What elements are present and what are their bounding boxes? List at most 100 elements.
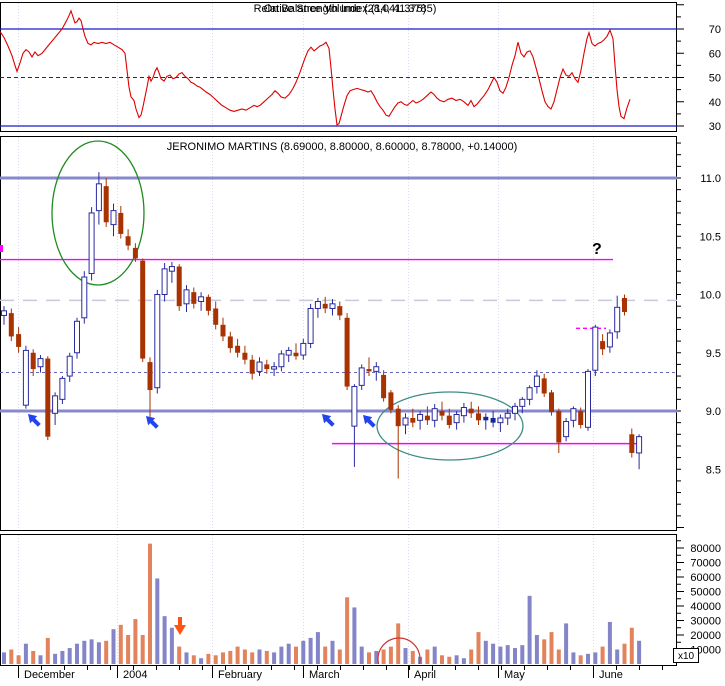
candle-body [483,416,489,421]
candle-body [460,407,467,417]
volume-bar [513,648,517,664]
volume-axis-label: 70000 [690,558,721,570]
candle-body [344,317,350,387]
volume-bar [330,640,335,664]
month-label: April [414,669,436,681]
volume-bar [469,649,474,664]
candle-body [512,405,518,414]
candle-body [476,413,481,421]
volume-multiplier-label: x10 [678,651,695,662]
volume-bar [16,655,21,664]
volume-bar [527,595,532,664]
blue-buy-arrow-icon [322,414,335,427]
candle-body [242,352,248,360]
rsi-indicator-panel: Relative Strength Index (14, 41.3785) On… [0,3,677,127]
volume-bar [615,649,620,664]
buy-signal-arrows [28,414,376,429]
blue-buy-arrow-icon [363,415,376,428]
candle-body [154,294,161,389]
candle-body [213,308,219,325]
volume-bar [213,655,218,664]
volume-bar [440,655,444,664]
candlesticks [1,172,643,479]
price-axis-label: 11.0 [700,173,721,185]
candle-body [16,334,22,347]
candle-body [278,353,285,368]
volume-bar [629,627,634,664]
price-axis-label: 9.5 [706,348,721,360]
volume-bar [60,650,65,664]
month-label: 2004 [123,669,147,681]
candle-body [307,307,314,344]
month-label: February [218,669,263,681]
candle-body [453,413,460,424]
obv-title: On Balance Volume (28,041.375) [264,3,427,15]
candle-body [147,362,153,391]
candle-body [22,349,29,406]
candle-body [293,352,299,357]
volume-bar [89,639,94,664]
candle-body [235,345,241,353]
volume-bar [586,653,590,664]
candle-body [314,300,321,309]
volume-bar [483,640,488,664]
volume-bar [148,543,152,664]
candle-body [424,415,430,421]
volume-bar [637,640,642,664]
volume-bar [359,646,364,664]
volume-bar [228,650,233,664]
volume-bar [454,655,459,664]
volume-bar [155,578,160,664]
volume-axis-label: 50000 [690,587,721,599]
volume-bar [374,650,379,664]
volume-bar [505,645,510,664]
volume-bar [564,623,569,664]
candle-body [125,236,131,246]
candle-body [52,395,59,414]
volume-bar [82,640,87,664]
volume-bar [45,637,50,664]
volume-bar [534,635,539,664]
volume-bar [75,643,79,664]
candle-body [541,378,547,394]
volume-bar [352,607,357,664]
candle-body [402,417,409,426]
candle-body [504,412,511,419]
candle-body [191,292,197,304]
volume-bar [272,652,277,664]
candle-body [132,247,138,259]
candle-body [395,408,401,427]
volume-axis-label: 40000 [690,601,721,613]
volume-bar [96,642,101,664]
candle-body [329,303,336,309]
volume-bar [607,621,612,664]
rsi-title: Relative Strength Index (14, 41.3785) [254,3,437,15]
candle-body [578,411,584,425]
volume-bar [140,635,145,664]
candle-body [497,417,504,424]
rsi-level-lines [0,28,677,127]
right-axes: 70 60 50 40 30 11.0 10.5 10.0 9.5 9.0 8.5 80000 7000… [673,4,721,663]
volume-bar [381,649,386,664]
candle-body [74,320,80,354]
candle-body [1,310,7,316]
candle-body [59,377,66,400]
candle-body [249,359,255,374]
volume-bar [242,649,247,664]
rsi-axis-label: 60 [709,48,721,60]
candle-body [563,420,570,438]
candle-body [95,183,102,212]
volume-bar [425,649,430,664]
rsi-axis-label: 30 [709,121,721,133]
volume-bar [403,648,408,664]
orange-down-arrow-icon [174,617,186,635]
volume-bar [337,649,342,664]
volume-panel [2,543,642,664]
candle-body [168,266,175,272]
candle-body [381,374,387,399]
volume-bar [388,646,393,664]
volume-bar [593,652,598,664]
volume-bar [67,648,72,664]
candle-body [271,366,278,370]
